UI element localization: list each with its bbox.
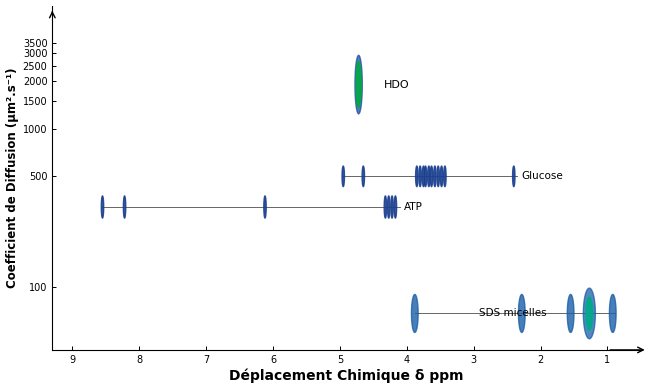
Polygon shape xyxy=(437,166,439,187)
Text: HDO: HDO xyxy=(384,80,410,89)
Text: Glucose: Glucose xyxy=(522,171,563,181)
Polygon shape xyxy=(586,297,593,330)
Text: ATP: ATP xyxy=(404,202,422,212)
Polygon shape xyxy=(441,166,443,187)
Polygon shape xyxy=(415,166,418,187)
X-axis label: Déplacement Chimique δ ppm: Déplacement Chimique δ ppm xyxy=(229,369,464,384)
Polygon shape xyxy=(567,294,574,333)
Polygon shape xyxy=(123,196,126,218)
Polygon shape xyxy=(384,196,387,218)
Polygon shape xyxy=(342,166,345,187)
Polygon shape xyxy=(424,166,426,187)
Polygon shape xyxy=(355,55,362,114)
Polygon shape xyxy=(519,294,525,333)
Polygon shape xyxy=(430,166,433,187)
Polygon shape xyxy=(263,196,266,218)
Polygon shape xyxy=(609,294,616,333)
Polygon shape xyxy=(444,166,446,187)
Polygon shape xyxy=(394,196,397,218)
Text: SDS micelles: SDS micelles xyxy=(479,308,546,319)
Polygon shape xyxy=(513,166,515,187)
Y-axis label: Coefficient de Diffusion (µm².s⁻¹): Coefficient de Diffusion (µm².s⁻¹) xyxy=(6,67,19,288)
Polygon shape xyxy=(411,294,418,333)
Polygon shape xyxy=(362,166,365,187)
Polygon shape xyxy=(434,166,436,187)
Polygon shape xyxy=(419,166,421,187)
Polygon shape xyxy=(101,196,104,218)
Polygon shape xyxy=(428,166,430,187)
Polygon shape xyxy=(356,61,361,107)
Polygon shape xyxy=(391,196,393,218)
Polygon shape xyxy=(387,196,390,218)
Polygon shape xyxy=(583,288,595,339)
Polygon shape xyxy=(422,166,424,187)
